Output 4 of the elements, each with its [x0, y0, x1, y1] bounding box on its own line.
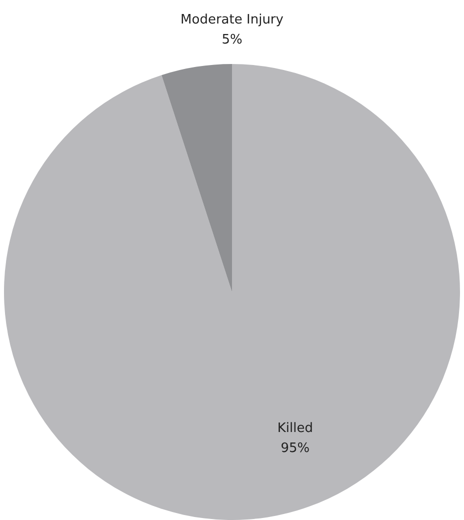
slice-label: Killed — [277, 420, 314, 436]
slice-label: Moderate Injury — [180, 12, 284, 28]
data-label: 95% — [280, 440, 310, 456]
data-label: 5% — [222, 32, 242, 48]
